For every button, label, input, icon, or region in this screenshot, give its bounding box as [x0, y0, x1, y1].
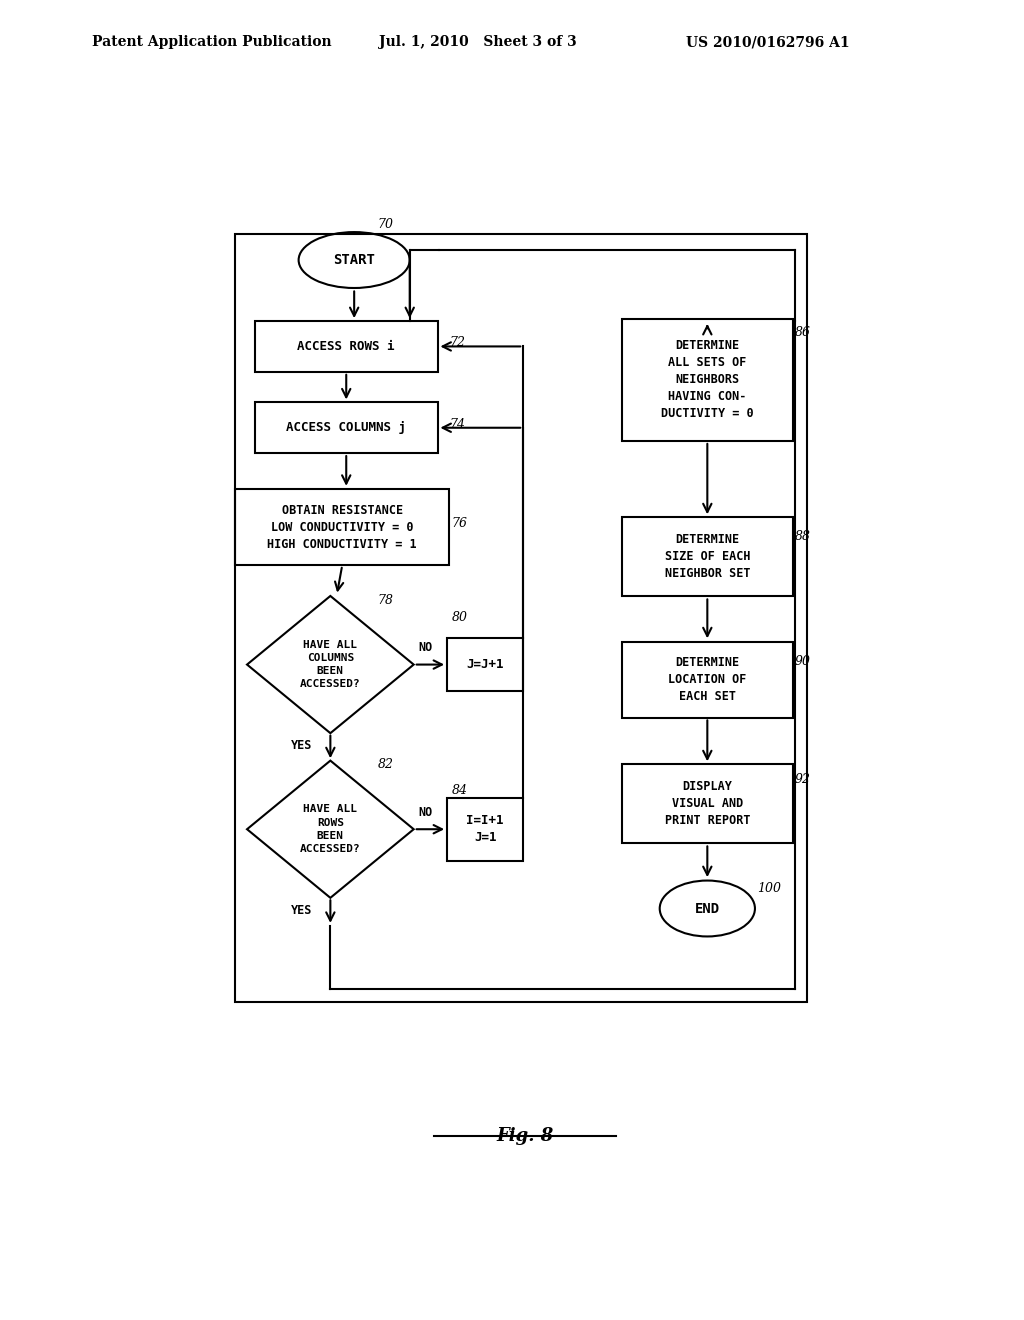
FancyBboxPatch shape	[622, 764, 793, 843]
FancyBboxPatch shape	[622, 517, 793, 597]
Text: 86: 86	[795, 326, 811, 339]
Polygon shape	[247, 760, 414, 898]
Polygon shape	[247, 595, 414, 733]
FancyBboxPatch shape	[622, 642, 793, 718]
Text: 82: 82	[378, 758, 394, 771]
Ellipse shape	[299, 232, 410, 288]
Text: ACCESS ROWS i: ACCESS ROWS i	[298, 341, 395, 352]
Ellipse shape	[659, 880, 755, 936]
Text: 88: 88	[795, 529, 811, 543]
Text: 80: 80	[452, 611, 468, 624]
Point	[427, 1129, 439, 1144]
FancyBboxPatch shape	[447, 797, 523, 861]
Text: 90: 90	[795, 655, 811, 668]
FancyBboxPatch shape	[255, 321, 437, 372]
Text: END: END	[694, 902, 720, 916]
FancyBboxPatch shape	[236, 490, 450, 565]
Text: 100: 100	[758, 882, 781, 895]
Text: HAVE ALL
ROWS
BEEN
ACCESSED?: HAVE ALL ROWS BEEN ACCESSED?	[300, 804, 360, 854]
Text: NO: NO	[419, 807, 433, 818]
Text: DETERMINE
LOCATION OF
EACH SET: DETERMINE LOCATION OF EACH SET	[668, 656, 746, 704]
Text: 84: 84	[452, 784, 468, 797]
Text: Jul. 1, 2010   Sheet 3 of 3: Jul. 1, 2010 Sheet 3 of 3	[379, 36, 577, 49]
Text: YES: YES	[291, 739, 312, 752]
Text: Patent Application Publication: Patent Application Publication	[92, 36, 332, 49]
FancyBboxPatch shape	[447, 638, 523, 690]
Text: DETERMINE
SIZE OF EACH
NEIGHBOR SET: DETERMINE SIZE OF EACH NEIGHBOR SET	[665, 533, 750, 581]
FancyBboxPatch shape	[255, 403, 437, 453]
Text: 76: 76	[452, 517, 468, 531]
Text: START: START	[333, 253, 375, 267]
Text: J=J+1: J=J+1	[466, 659, 504, 671]
Point	[610, 1129, 623, 1144]
Text: I=I+1
J=1: I=I+1 J=1	[466, 814, 504, 845]
Text: YES: YES	[291, 904, 312, 917]
Text: NO: NO	[419, 642, 433, 655]
Text: 78: 78	[378, 594, 394, 607]
Text: 72: 72	[450, 337, 465, 350]
FancyBboxPatch shape	[622, 319, 793, 441]
Text: Fig. 8: Fig. 8	[497, 1127, 553, 1146]
Text: OBTAIN RESISTANCE
LOW CONDUCTIVITY = 0
HIGH CONDUCTIVITY = 1: OBTAIN RESISTANCE LOW CONDUCTIVITY = 0 H…	[267, 504, 417, 550]
Text: DISPLAY
VISUAL AND
PRINT REPORT: DISPLAY VISUAL AND PRINT REPORT	[665, 780, 750, 828]
Text: US 2010/0162796 A1: US 2010/0162796 A1	[686, 36, 850, 49]
Text: 74: 74	[450, 417, 465, 430]
Text: HAVE ALL
COLUMNS
BEEN
ACCESSED?: HAVE ALL COLUMNS BEEN ACCESSED?	[300, 640, 360, 689]
Text: 92: 92	[795, 774, 811, 787]
Text: 70: 70	[378, 218, 394, 231]
Text: ACCESS COLUMNS j: ACCESS COLUMNS j	[287, 421, 407, 434]
Text: DETERMINE
ALL SETS OF
NEIGHBORS
HAVING CON-
DUCTIVITY = 0: DETERMINE ALL SETS OF NEIGHBORS HAVING C…	[662, 339, 754, 421]
